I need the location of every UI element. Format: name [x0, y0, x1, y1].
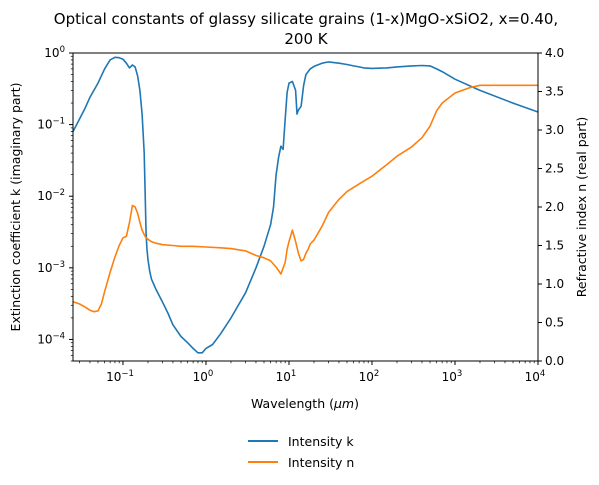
y-left-tick-label: 10−1 — [37, 117, 65, 132]
y-right-tick-label: 0.5 — [545, 316, 564, 330]
y-right-tick-label: 2.0 — [545, 200, 564, 214]
series-line-n — [72, 84, 538, 313]
x-tick-label: 10−1 — [106, 369, 134, 384]
y-axis-left-label: Extinction coefficient k (imaginary part… — [8, 83, 23, 332]
y-left-tick-label: 100 — [44, 45, 65, 60]
y-axis-right: 0.0 0.5 1.0 1.5 2.0 2.5 3.0 3.5 4.0 — [538, 46, 564, 368]
x-tick-label: 102 — [359, 369, 380, 384]
y-right-tick-label: 1.5 — [545, 239, 564, 253]
x-tick-label: 103 — [442, 369, 463, 384]
y-right-tick-label: 3.0 — [545, 123, 564, 137]
x-tick-label: 100 — [193, 369, 214, 384]
y-right-tick-label: 2.5 — [545, 162, 564, 176]
y-left-tick-label: 10−2 — [37, 188, 65, 203]
y-left-tick-label: 10−3 — [37, 260, 65, 275]
plot-area — [72, 56, 539, 354]
series-line-k — [72, 56, 539, 354]
y-right-tick-label: 4.0 — [545, 46, 564, 60]
legend-label-k: Intensity k — [288, 434, 354, 449]
legend: Intensity k Intensity n — [248, 434, 354, 470]
plot-frame — [72, 52, 539, 362]
y-right-tick-label: 1.0 — [545, 277, 564, 291]
y-left-tick-label: 10−4 — [37, 331, 65, 346]
y-right-tick-label: 3.5 — [545, 85, 564, 99]
x-tick-label: 104 — [525, 369, 546, 384]
x-axis: 10−1 100 101 102 103 104 — [79, 361, 546, 384]
y-axis-right-label: Refractive index n (real part) — [574, 117, 589, 297]
y-axis-left: 100 10−1 10−2 10−3 10−4 — [37, 45, 73, 362]
chart-title-line-1: Optical constants of glassy silicate gra… — [54, 10, 558, 28]
x-axis-label: Wavelength (μm) — [251, 396, 359, 411]
legend-label-n: Intensity n — [288, 455, 354, 470]
x-tick-label: 101 — [276, 369, 297, 384]
chart-title-line-2: 200 K — [284, 30, 328, 48]
y-right-tick-label: 0.0 — [545, 354, 564, 368]
